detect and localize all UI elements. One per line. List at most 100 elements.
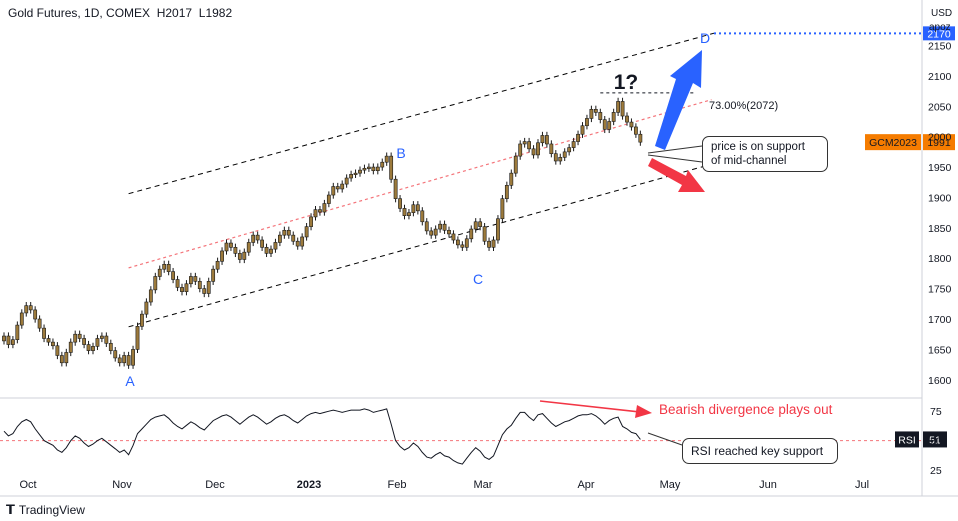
candle-body (140, 313, 144, 327)
candle-body (602, 119, 607, 130)
callout-price-pointer (647, 145, 703, 154)
candle-body (380, 161, 385, 168)
candle-body (144, 301, 149, 315)
wave-label-c: C (473, 271, 483, 287)
candle-body (126, 355, 131, 366)
candle-body (620, 101, 625, 117)
divergence-arrow-line (539, 400, 641, 413)
wave-label-b: B (396, 145, 405, 161)
candle-body (451, 233, 456, 241)
time-tick-label: Dec (205, 479, 225, 491)
candle-body (571, 141, 576, 148)
candle-body (108, 343, 113, 351)
candle-body (607, 121, 612, 130)
candle-body (224, 242, 229, 252)
time-tick-label: 2023 (297, 479, 321, 491)
candle-body (429, 230, 434, 236)
candle-body (237, 253, 242, 260)
chart-header: Gold Futures, 1D, COMEX H2017 L1982 (8, 6, 232, 20)
header-high: H2017 (156, 6, 193, 20)
divergence-arrowhead (635, 405, 652, 418)
channel-lines (128, 32, 922, 328)
candle-body (51, 341, 55, 347)
candle-body (482, 226, 487, 242)
candle-body (300, 236, 305, 247)
last-price-tag-bg (923, 134, 955, 151)
candle-body (273, 242, 278, 250)
symbol-tag: GCM2023 (869, 137, 917, 149)
candle-body (264, 247, 269, 254)
candle-body (233, 247, 238, 254)
candle-body (68, 341, 73, 353)
candle-body (633, 126, 638, 135)
candle-body (331, 186, 336, 196)
candle-body (117, 357, 122, 364)
candle-body (629, 121, 634, 128)
candle-body (464, 238, 469, 248)
symbol-tag-bg (865, 134, 921, 151)
candle-body (206, 281, 211, 294)
candle-body (638, 133, 643, 143)
candle-body (540, 135, 545, 144)
rsi-value: 51 (929, 434, 941, 446)
candle-body (189, 276, 193, 285)
candle-body (491, 239, 496, 248)
candle-body (91, 346, 95, 351)
candle-body (326, 194, 331, 204)
candle-body (95, 338, 100, 347)
candle-body (384, 155, 389, 163)
price-tick-label: 2050 (928, 101, 952, 113)
instrument-name: Gold Futures, 1D, COMEX (8, 6, 151, 20)
candle-body (166, 264, 171, 272)
candle-body (260, 239, 265, 248)
candle-body (496, 218, 500, 241)
currency-label: USD (931, 8, 952, 19)
candle-body (366, 166, 371, 169)
candle-body (229, 242, 233, 248)
candle-body (220, 250, 224, 262)
candle-body (442, 223, 447, 231)
price-tick-label: 1600 (928, 375, 952, 387)
candle-body (358, 169, 362, 174)
candle-body (291, 234, 296, 242)
candle-body (11, 339, 15, 345)
candle-body (148, 289, 153, 303)
candle-body (2, 335, 6, 342)
price-tick-label: 2100 (928, 71, 952, 83)
candle-body (513, 155, 518, 174)
candle-body (215, 260, 220, 270)
candle-body (282, 229, 287, 236)
price-tick-label: 1650 (928, 344, 952, 356)
candle-body (536, 142, 540, 156)
wave-label-d: D (700, 30, 710, 46)
candle-body (518, 143, 523, 157)
candle-body (473, 221, 478, 230)
candle-body (593, 109, 598, 113)
candle-body (558, 157, 563, 162)
candles (2, 97, 643, 369)
candle-body (82, 338, 87, 345)
candle-body (37, 318, 42, 329)
candle-body (86, 344, 91, 351)
price-tick-label: 2150 (928, 41, 952, 53)
price-tick-label: 1850 (928, 223, 952, 235)
candle-body (122, 355, 127, 364)
target-price-tag-bg (923, 26, 955, 41)
candle-body (77, 333, 82, 339)
candle-body (46, 338, 51, 343)
candle-body (349, 174, 354, 179)
candle-body (180, 287, 184, 292)
target-price-tag: 2170 (927, 28, 951, 40)
candle-body (585, 118, 589, 127)
candle-body (286, 229, 291, 236)
candle-body (611, 112, 616, 122)
candle-body (318, 209, 322, 213)
rsi-label-bg (895, 431, 919, 448)
candle-body (549, 143, 554, 154)
candle-body (184, 283, 189, 292)
candle-body (42, 327, 46, 339)
candle-body (576, 133, 580, 142)
candle-body (415, 204, 420, 212)
rsi-line (3, 408, 641, 465)
